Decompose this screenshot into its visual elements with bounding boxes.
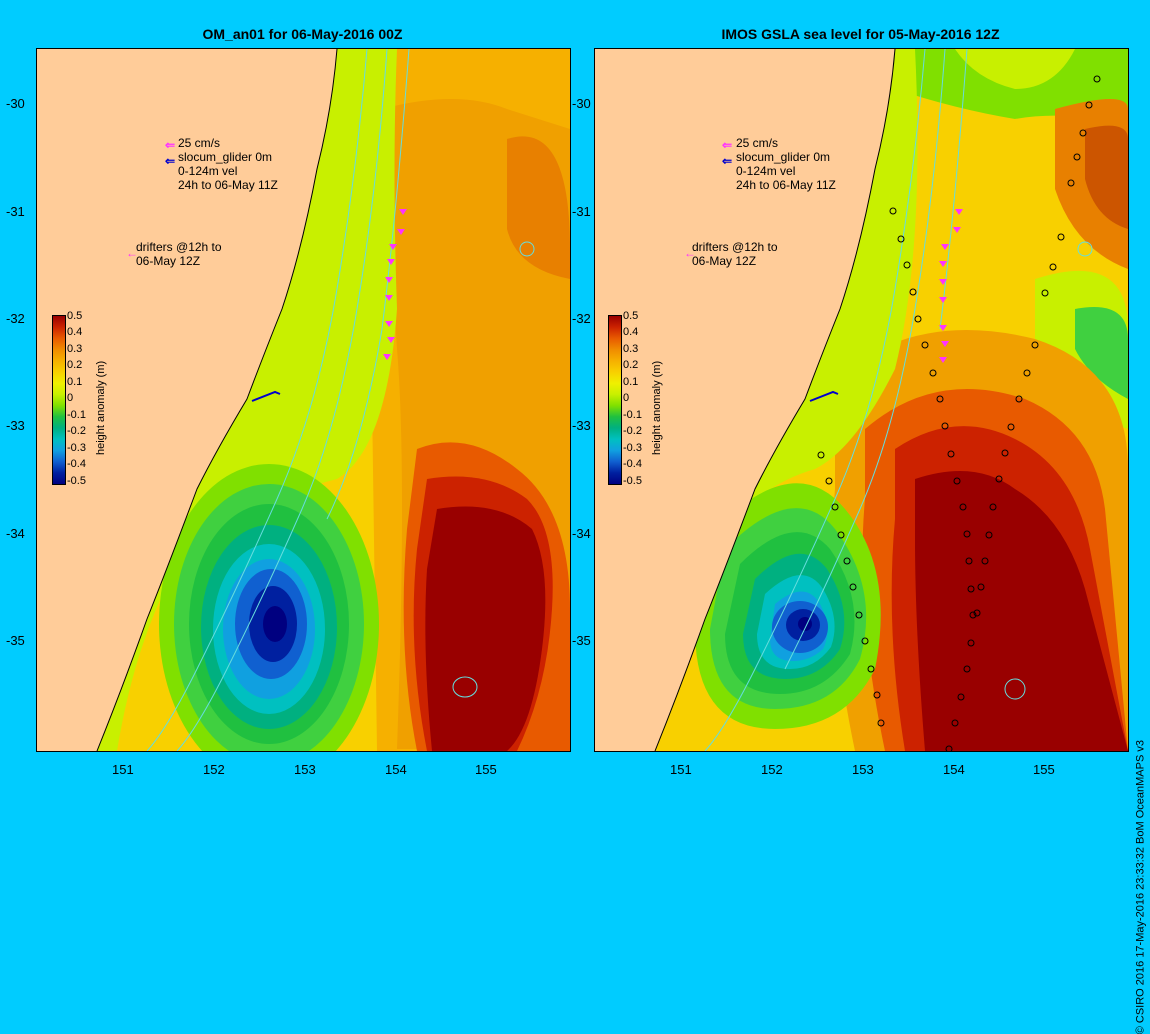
- colorbar-left: [52, 315, 66, 485]
- lat-tick-left: -33: [6, 418, 25, 433]
- lon-tick-right: 151: [670, 762, 692, 777]
- right-map-panel[interactable]: [594, 48, 1129, 752]
- drifters-legend-right: drifters @12h to 06-May 12Z: [692, 240, 778, 268]
- drifter-arrow-icon: ←: [684, 246, 696, 260]
- lon-tick-left: 155: [475, 762, 497, 777]
- colorbar-title: height anomaly (m): [95, 360, 107, 455]
- lat-tick-right: -34: [572, 526, 591, 541]
- colorbar-label: -0.2: [67, 425, 86, 437]
- colorbar-label: -0.2: [623, 425, 642, 437]
- colorbar-label: -0.1: [67, 409, 86, 421]
- colorbar-label: 0.1: [67, 376, 83, 388]
- lon-tick-left: 154: [385, 762, 407, 777]
- lon-tick-right: 152: [761, 762, 783, 777]
- colorbar-label: 0.4: [623, 326, 639, 338]
- lon-tick-right: 155: [1033, 762, 1055, 777]
- drifter-arrow-icon: ←: [126, 246, 138, 260]
- legend-line: 24h to 06-May 11Z: [178, 178, 278, 192]
- lon-tick-right: 154: [943, 762, 965, 777]
- colorbar-label: -0.4: [67, 458, 86, 470]
- legend-line: drifters @12h to: [692, 240, 778, 254]
- velocity-arrow-icon: ⇐: [722, 154, 733, 168]
- legend-line: 0-124m vel: [178, 164, 238, 178]
- lon-tick-right: 153: [852, 762, 874, 777]
- lat-tick-left: -30: [6, 96, 25, 111]
- lon-tick-left: 153: [294, 762, 316, 777]
- left-panel-title: OM_an01 for 06-May-2016 00Z: [202, 26, 403, 42]
- colorbar-title: height anomaly (m): [651, 360, 663, 455]
- colorbar-label: 0.2: [623, 359, 639, 371]
- legend-line: 25 cm/s: [178, 136, 221, 150]
- colorbar-label: 0.1: [623, 376, 639, 388]
- legend-line: drifters @12h to: [136, 240, 222, 254]
- legend-line: 25 cm/s: [736, 136, 779, 150]
- lat-tick-right: -35: [572, 633, 591, 648]
- legend-line: 0-124m vel: [736, 164, 796, 178]
- legend-left: 25 cm/s slocum_glider 0m 0-124m vel 24h …: [178, 136, 278, 192]
- colorbar-right: [608, 315, 622, 485]
- lon-tick-left: 151: [112, 762, 134, 777]
- colorbar-label: -0.3: [67, 442, 86, 454]
- colorbar-label: -0.5: [67, 475, 86, 487]
- legend-right: 25 cm/s slocum_glider 0m 0-124m vel 24h …: [736, 136, 836, 192]
- lat-tick-left: -34: [6, 526, 25, 541]
- colorbar-label: -0.5: [623, 475, 642, 487]
- credit-text: © CSIRO 2016 17-May-2016 23:33:32 BoM Oc…: [1134, 740, 1146, 1034]
- legend-line: slocum_glider 0m: [178, 150, 273, 164]
- legend-line: slocum_glider 0m: [736, 150, 831, 164]
- lon-tick-left: 152: [203, 762, 225, 777]
- right-panel-title: IMOS GSLA sea level for 05-May-2016 12Z: [721, 26, 1000, 42]
- lat-tick-right: -32: [572, 311, 591, 326]
- legend-line: 06-May 12Z: [692, 254, 757, 268]
- colorbar-label: 0: [67, 392, 74, 404]
- colorbar-label: -0.1: [623, 409, 642, 421]
- glider-arrow-icon: ⇐: [165, 138, 176, 152]
- lat-tick-left: -31: [6, 204, 25, 219]
- lat-tick-right: -30: [572, 96, 591, 111]
- right-map-svg: [595, 49, 1128, 751]
- colorbar-label: 0.5: [67, 310, 83, 322]
- drifters-legend-left: drifters @12h to 06-May 12Z: [136, 240, 222, 268]
- colorbar-label: -0.4: [623, 458, 642, 470]
- colorbar-label: 0.2: [67, 359, 83, 371]
- colorbar-label: 0.4: [67, 326, 83, 338]
- legend-line: 24h to 06-May 11Z: [736, 178, 836, 192]
- colorbar-label: 0: [623, 392, 630, 404]
- lat-tick-left: -35: [6, 633, 25, 648]
- left-map-svg: [37, 49, 570, 751]
- glider-arrow-icon: ⇐: [722, 138, 733, 152]
- lat-tick-right: -31: [572, 204, 591, 219]
- lat-tick-left: -32: [6, 311, 25, 326]
- legend-line: 06-May 12Z: [136, 254, 201, 268]
- left-map-panel[interactable]: [36, 48, 571, 752]
- lat-tick-right: -33: [572, 418, 591, 433]
- colorbar-label: -0.3: [623, 442, 642, 454]
- colorbar-label: 0.3: [67, 343, 83, 355]
- colorbar-label: 0.3: [623, 343, 639, 355]
- velocity-arrow-icon: ⇐: [165, 154, 176, 168]
- colorbar-label: 0.5: [623, 310, 639, 322]
